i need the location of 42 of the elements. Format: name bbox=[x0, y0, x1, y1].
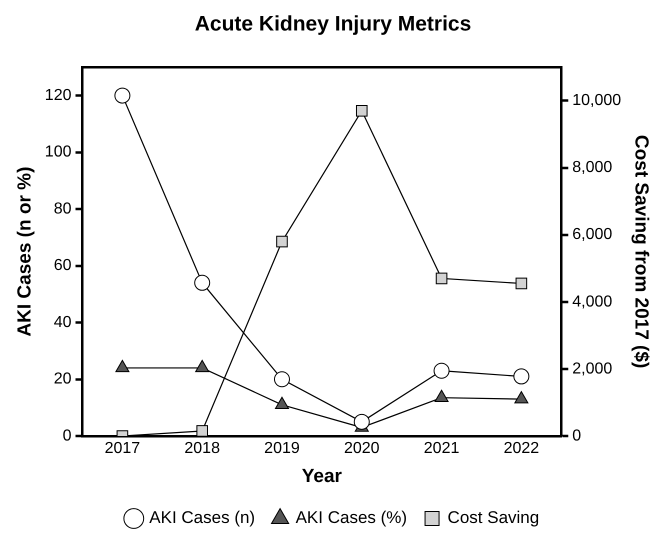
point bbox=[434, 390, 449, 402]
point bbox=[196, 425, 208, 436]
point bbox=[516, 278, 528, 290]
point bbox=[194, 274, 210, 291]
x-tick-label: 2017 bbox=[104, 440, 140, 458]
x-tick-label: 2021 bbox=[424, 440, 460, 458]
y2-tick-label: 8,000 bbox=[572, 159, 612, 176]
point bbox=[274, 396, 289, 410]
point bbox=[513, 368, 530, 384]
point bbox=[514, 391, 528, 404]
point bbox=[274, 371, 290, 388]
x-tick-label: 2022 bbox=[504, 440, 540, 458]
y-tick-label: 100 bbox=[44, 144, 72, 161]
y2-tick-label: 6,000 bbox=[572, 226, 612, 244]
legend-label: Cost Saving bbox=[448, 508, 540, 528]
point bbox=[115, 360, 130, 372]
chart-title: Acute Kidney Injury Metrics bbox=[194, 12, 472, 36]
legend-label: AKI Cases (n) bbox=[149, 508, 256, 528]
y-tick-label: 20 bbox=[54, 370, 72, 388]
point bbox=[434, 362, 450, 379]
x-tick-label: 2018 bbox=[184, 440, 220, 458]
point bbox=[195, 360, 210, 372]
point bbox=[354, 414, 370, 430]
legend-label: AKI Cases (%) bbox=[296, 508, 408, 528]
point bbox=[276, 236, 288, 248]
y2-tick-label: 2,000 bbox=[572, 360, 612, 378]
x-tick-label: 2019 bbox=[264, 440, 300, 458]
y2-tick-label: 4,000 bbox=[572, 293, 612, 310]
y-tick-label: 80 bbox=[54, 200, 72, 218]
y-tick-label: 60 bbox=[54, 257, 72, 274]
x-axis-title: Year bbox=[302, 466, 343, 487]
y-tick-label: 0 bbox=[62, 427, 72, 444]
y2-axis-title: Cost Saving from 2017 ($) bbox=[630, 134, 652, 368]
x-tick-label: 2020 bbox=[344, 440, 380, 458]
y2-tick-label: 0 bbox=[572, 427, 582, 444]
point bbox=[356, 104, 368, 117]
point bbox=[114, 88, 130, 104]
y-tick-label: 40 bbox=[54, 314, 72, 331]
y-axis-title: AKI Cases (n or %) bbox=[14, 166, 36, 337]
point bbox=[436, 272, 448, 284]
y2-tick-label: 10,000 bbox=[572, 92, 622, 110]
y-tick-label: 120 bbox=[44, 86, 72, 104]
